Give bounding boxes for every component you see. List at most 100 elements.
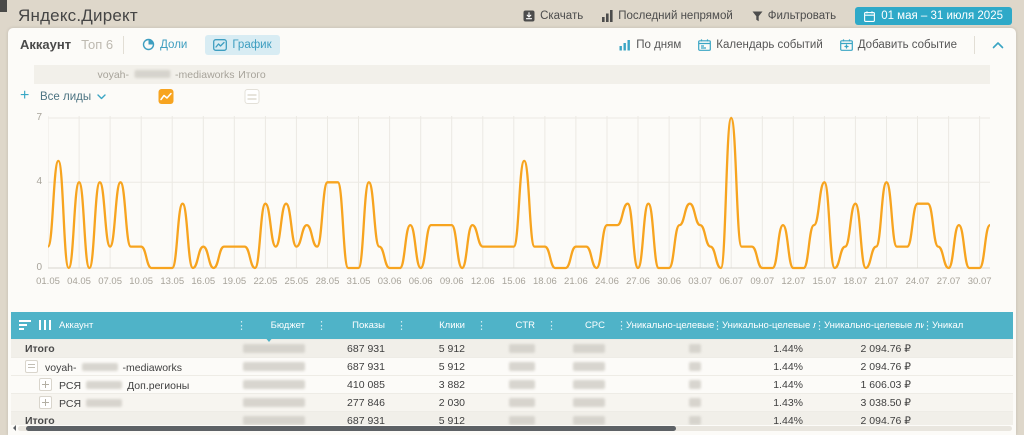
metric-selector[interactable]: Все лиды [40,91,106,103]
x-axis-tick-label: 22.05 [253,276,277,287]
events-calendar-icon [698,39,711,51]
chart-view-button[interactable]: График [205,35,279,55]
x-axis-tick-label: 15.06 [502,276,526,287]
column-header-shows[interactable]: Показы [318,312,398,340]
table-row[interactable]: РСЯ277 8462 0301.43%3 038.50 ₽ [11,394,1013,412]
redacted-value [243,380,305,389]
table-row[interactable]: Итого687 9315 9121.44%2 094.76 ₽ [11,340,1013,358]
date-range-button[interactable]: 01 мая – 31 июля 2025 [855,7,1012,25]
x-axis-tick-label: 06.07 [719,276,743,287]
scrollbar-left-arrow[interactable] [10,425,16,431]
campaign-expand-icon[interactable] [39,396,52,409]
x-axis-tick-label: 21.06 [564,276,588,287]
line-chart [48,116,990,270]
redacted-value [509,398,535,407]
row-name-suffix: Доп.регионы [127,380,189,392]
series-column-total[interactable]: Итого [238,69,266,81]
column-header-leads[interactable]: Уникально-целевые лиды [618,312,714,340]
redacted-value [573,416,605,425]
x-axis-tick-label: 09.07 [750,276,774,287]
events-calendar-button[interactable]: Календарь событий [698,39,822,51]
column-header-pct[interactable]: Уникально-целевые лиды % [714,312,816,340]
x-axis-tick-label: 09.06 [440,276,464,287]
column-header-budget[interactable]: Бюджет [238,312,318,340]
by-days-button[interactable]: По дням [619,39,681,51]
row-name: Итого [25,415,55,426]
page-title: Яндекс.Директ [18,6,138,26]
x-axis-tick-label: 12.06 [471,276,495,287]
redacted-text [86,399,122,407]
table-columns-icon[interactable] [39,320,51,330]
table-filter-icon[interactable] [19,320,31,330]
x-axis-tick-label: 18.07 [844,276,868,287]
x-axis-tick-label: 10.05 [129,276,153,287]
chevron-down-icon [97,94,106,100]
stats-table-wrap: АккаунтБюджетПоказыКликиCTRCPCУникально-… [11,312,1013,425]
window-corner-artifact [0,0,7,12]
download-label: Скачать [540,10,583,22]
panel-toolbar: Аккаунт Топ 6 Доли График По дням [20,28,1004,61]
column-header-name[interactable]: Аккаунт [11,312,238,340]
shares-view-button[interactable]: Доли [134,34,195,55]
column-header-extra[interactable]: Уникал [924,312,1013,340]
x-axis-tick-label: 06.06 [409,276,433,287]
column-header-ctr[interactable]: CTR [478,312,548,340]
add-event-icon [840,39,853,51]
download-icon [523,10,535,22]
x-axis-tick-label: 21.07 [875,276,899,287]
shares-view-label: Доли [160,39,187,51]
account-expand-icon[interactable] [25,360,38,373]
series-toggle-account-icon[interactable] [159,89,174,104]
granularity-icon [619,39,631,51]
divider [974,36,975,54]
x-axis-tick-label: 27.07 [937,276,961,287]
table-row[interactable]: voyah--mediaworks687 9315 9121.44%2 094.… [11,358,1013,376]
column-header-cpc[interactable]: CPC [548,312,618,340]
x-axis-tick-label: 15.07 [812,276,836,287]
y-axis-tick-label: 7 [20,112,42,123]
row-name: РСЯ [59,398,81,410]
table-row[interactable]: Итого687 9315 9121.44%2 094.76 ₽ [11,412,1013,426]
add-event-button[interactable]: Добавить событие [840,39,957,51]
sort-indicator [264,336,274,347]
filter-label: Фильтровать [768,10,836,22]
campaign-expand-icon[interactable] [39,378,52,391]
collapse-panel-button[interactable] [992,41,1004,49]
table-row[interactable]: РСЯДоп.регионы410 0853 8821.44%1 606.03 … [11,376,1013,394]
filter-button[interactable]: Фильтровать [752,10,836,22]
download-button[interactable]: Скачать [523,10,583,22]
attribution-model-button[interactable]: Последний непрямой [602,10,733,22]
column-header-price[interactable]: Уникально-целевые лиды цена [816,312,924,340]
filter-icon [752,11,763,22]
entity-label: Аккаунт [20,37,71,52]
series-column-account[interactable]: voyah--mediaworks [97,69,234,81]
divider [123,36,124,54]
x-axis-tick-label: 07.05 [98,276,122,287]
add-metric-button[interactable]: + [20,87,29,105]
redacted-text [82,363,118,371]
redacted-value [243,344,305,353]
date-range-label: 01 мая – 31 июля 2025 [881,10,1003,22]
horizontal-scrollbar[interactable] [18,426,1012,431]
x-axis-tick-label: 16.05 [191,276,215,287]
toolbar-left: Аккаунт Топ 6 Доли График [20,34,280,55]
chart-canvas [48,116,990,270]
column-header-clicks[interactable]: Клики [398,312,478,340]
report-panel: Аккаунт Топ 6 Доли График По дням [8,28,1016,435]
redacted-value [509,362,535,371]
x-axis-tick-label: 30.06 [657,276,681,287]
redacted-value [509,380,535,389]
add-event-label: Добавить событие [858,39,957,51]
scrollbar-thumb[interactable] [26,426,676,431]
redacted-value [573,398,605,407]
series-column-strip: voyah--mediaworks Итого [34,65,990,84]
x-axis-tick-label: 25.05 [285,276,309,287]
bar-chart-icon [602,10,613,22]
top-n-label: Топ 6 [81,37,113,52]
row-name: voyah- [45,362,77,374]
top-actions: Скачать Последний непрямой Фильтровать 0… [523,7,1012,25]
series-toggle-total-icon[interactable] [245,89,260,104]
redacted-value [689,344,701,353]
redacted-value [573,344,605,353]
row-name: Итого [25,343,55,355]
